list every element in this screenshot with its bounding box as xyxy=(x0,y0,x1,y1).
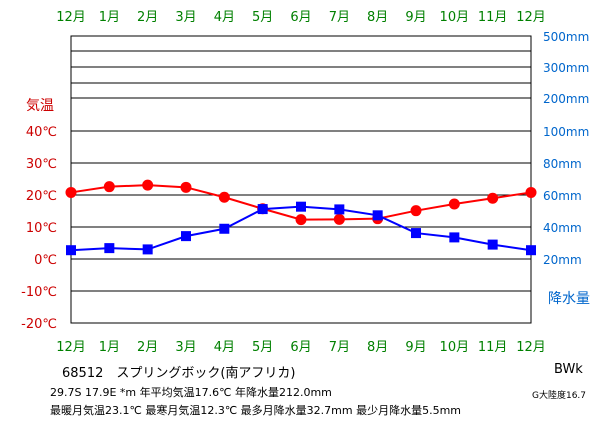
station-name: 68512 スプリングボック(南アフリカ) xyxy=(62,366,296,381)
temperature-point xyxy=(410,205,422,217)
y-right-tick: 100mm xyxy=(543,125,589,139)
y-right-tick: 40mm xyxy=(543,221,582,235)
month-label-bottom: 7月 xyxy=(329,340,350,355)
month-label-top: 7月 xyxy=(329,10,350,25)
precipitation-point xyxy=(181,231,191,242)
month-label-top: 2月 xyxy=(137,10,158,25)
month-label-top: 10月 xyxy=(440,10,470,25)
precipitation-point xyxy=(142,244,153,255)
month-label-bottom: 2月 xyxy=(137,340,158,355)
y-right-tick: 60mm xyxy=(543,189,582,203)
plot-frame xyxy=(70,35,532,324)
temperature-point xyxy=(295,214,307,226)
precipitation-point xyxy=(66,245,76,256)
y-left-tick: 10℃ xyxy=(26,221,57,236)
y-left-tick: -20℃ xyxy=(21,317,57,332)
temperature-point xyxy=(180,181,192,193)
precipitation-point xyxy=(487,239,498,250)
month-label-bottom: 9月 xyxy=(405,340,426,355)
y-right-tick: 500mm xyxy=(543,30,589,44)
month-label-top: 5月 xyxy=(252,10,273,25)
y-left-tick: 40℃ xyxy=(26,125,57,140)
y-right-title: 降水量 xyxy=(548,291,590,307)
month-label-top: 1月 xyxy=(99,10,120,25)
y-right-tick: 200mm xyxy=(543,92,589,106)
month-label-bottom: 6月 xyxy=(290,340,311,355)
continentality-index: G大陸度16.7 xyxy=(532,391,587,401)
y-left-tick: -10℃ xyxy=(21,285,57,300)
month-label-top: 8月 xyxy=(367,10,388,25)
precipitation-point xyxy=(372,210,383,221)
month-label-bottom: 10月 xyxy=(440,340,470,355)
temperature-point xyxy=(65,186,77,198)
temperature-point xyxy=(218,191,230,203)
precipitation-point xyxy=(526,245,536,256)
precipitation-point xyxy=(449,232,460,243)
temperature-point xyxy=(103,181,115,193)
month-label-top: 3月 xyxy=(175,10,196,25)
station-coords-summary: 29.7S 17.9E *m 年平均気温17.6℃ 年降水量212.0mm xyxy=(50,386,332,399)
y-left-title: 気温 xyxy=(26,98,54,114)
precipitation-point xyxy=(219,223,230,234)
temperature-point xyxy=(448,198,460,210)
y-left-tick: 0℃ xyxy=(34,253,57,268)
monthly-extremes: 最暖月気温23.1℃ 最寒月気温12.3℃ 最多月降水量32.7mm 最少月降水… xyxy=(50,404,462,417)
temperature-point xyxy=(142,179,154,191)
precipitation-line xyxy=(70,205,532,252)
precipitation-point xyxy=(334,204,345,215)
month-label-bottom: 12月 xyxy=(516,340,546,355)
y-right-tick: 80mm xyxy=(543,157,582,171)
month-label-top: 9月 xyxy=(405,10,426,25)
y-right-tick: 300mm xyxy=(543,61,589,75)
temperature-point xyxy=(525,186,537,198)
precipitation-point xyxy=(411,228,421,239)
month-label-top: 12月 xyxy=(56,10,86,25)
month-label-bottom: 12月 xyxy=(56,340,86,355)
month-label-bottom: 5月 xyxy=(252,340,273,355)
climate-class: BWk xyxy=(554,362,583,377)
month-label-bottom: 8月 xyxy=(367,340,388,355)
y-right-tick: 0mm xyxy=(543,0,574,3)
y-left-tick: 20℃ xyxy=(26,189,57,204)
precipitation-point xyxy=(296,201,306,212)
temperature-point xyxy=(487,192,499,204)
precipitation-point xyxy=(257,204,268,215)
y-right-tick: 20mm xyxy=(543,253,582,267)
month-label-bottom: 4月 xyxy=(214,340,235,355)
month-label-top: 4月 xyxy=(214,10,235,25)
month-label-bottom: 11月 xyxy=(478,340,508,355)
month-label-top: 11月 xyxy=(478,10,508,25)
temperature-point xyxy=(333,213,345,225)
month-label-bottom: 3月 xyxy=(175,340,196,355)
month-label-top: 6月 xyxy=(290,10,311,25)
month-label-top: 12月 xyxy=(516,10,546,25)
month-label-bottom: 1月 xyxy=(99,340,120,355)
y-left-tick: 30℃ xyxy=(26,157,57,172)
precipitation-point xyxy=(104,243,115,254)
